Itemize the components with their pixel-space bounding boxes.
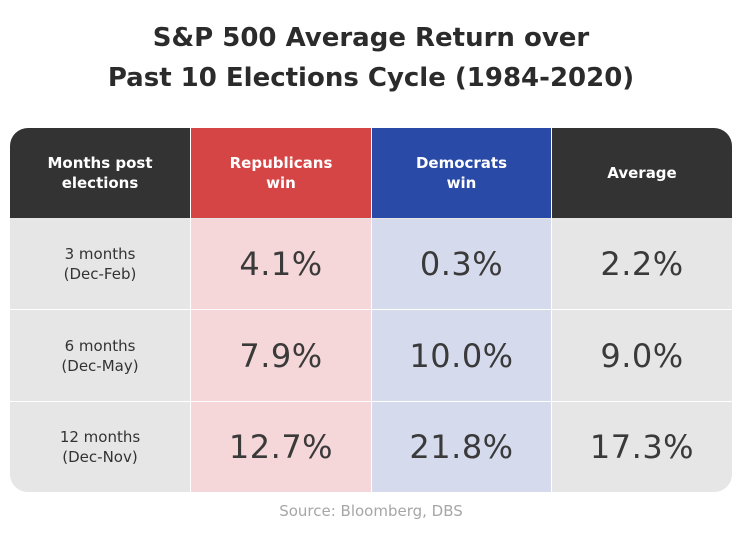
row-divider-2 (10, 401, 732, 402)
row-label-12-months-line-2: (Dec-Nov) (62, 448, 138, 466)
cell-12-months-republicans: 12.7% (191, 402, 371, 492)
header-republicans: Republicans win (191, 128, 371, 218)
header-republicans-line-2: win (266, 174, 296, 192)
chart-title: S&P 500 Average Return over Past 10 Elec… (0, 18, 742, 98)
header-average: Average (552, 128, 732, 218)
cell-6-months-average: 9.0% (552, 310, 732, 401)
row-label-3-months-line-1: 3 months (64, 245, 136, 263)
header-months-line-2: elections (61, 174, 139, 192)
column-divider-3 (551, 128, 552, 492)
row-label-6-months-line-2: (Dec-May) (61, 356, 139, 375)
row-label-3-months: 3 months (Dec-Feb) (10, 219, 190, 309)
row-label-6-months: 6 months (Dec-May) (10, 310, 190, 401)
column-divider-2 (371, 128, 372, 492)
chart-title-line-1: S&P 500 Average Return over (152, 23, 590, 53)
cell-12-months-democrats: 21.8% (372, 402, 551, 492)
header-democrats-line-1: Democrats (415, 154, 508, 172)
source-note: Source: Bloomberg, DBS (279, 502, 463, 520)
row-label-6-months-line-1: 6 months (64, 336, 136, 355)
header-months-line-1: Months post (47, 154, 153, 172)
header-democrats-line-2: win (446, 174, 477, 192)
header-months: Months post elections (10, 128, 190, 218)
cell-12-months-average: 17.3% (552, 402, 732, 492)
cell-3-months-average: 2.2% (552, 219, 732, 309)
chart-title-line-2: Past 10 Elections Cycle (1984-2020) (107, 63, 635, 93)
column-divider-1 (190, 128, 191, 492)
row-label-12-months-line-1: 12 months (59, 428, 141, 446)
header-republicans-line-1: Republicans (229, 154, 333, 172)
cell-6-months-republicans: 7.9% (191, 310, 371, 401)
header-democrats: Democrats win (372, 128, 551, 218)
row-divider-1 (10, 309, 732, 310)
row-label-3-months-line-2: (Dec-Feb) (63, 265, 137, 283)
cell-3-months-democrats: 0.3% (372, 219, 551, 309)
cell-3-months-republicans: 4.1% (191, 219, 371, 309)
row-label-12-months: 12 months (Dec-Nov) (10, 402, 190, 492)
header-average-line-1: Average (607, 164, 677, 182)
cell-6-months-democrats: 10.0% (372, 310, 551, 401)
returns-table: Months post elections Republicans win De… (10, 128, 732, 492)
